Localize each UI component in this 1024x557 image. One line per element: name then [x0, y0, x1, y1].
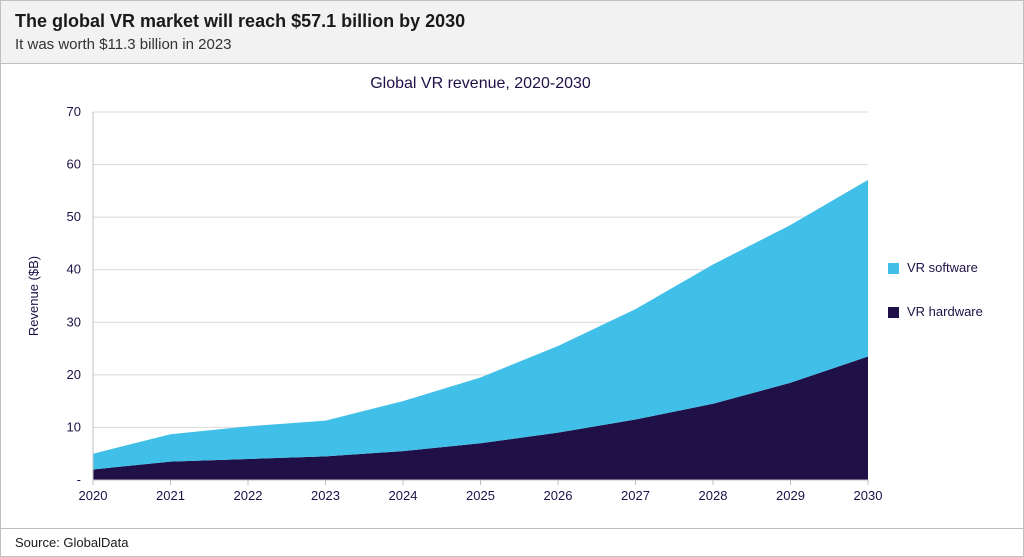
y-tick-label: 10 — [67, 419, 81, 434]
y-tick-label: - — [77, 472, 81, 487]
footer-source: Source: GlobalData — [1, 528, 1023, 556]
header-subtitle: It was worth $11.3 billion in 2023 — [15, 36, 1009, 53]
y-tick-label: 30 — [67, 314, 81, 329]
x-tick-label: 2024 — [389, 488, 418, 503]
x-tick-label: 2020 — [79, 488, 108, 503]
chart-title: Global VR revenue, 2020-2030 — [370, 75, 591, 92]
x-tick-label: 2027 — [621, 488, 650, 503]
header-title: The global VR market will reach $57.1 bi… — [15, 11, 1009, 32]
x-tick-label: 2029 — [776, 488, 805, 503]
y-axis-title: Revenue ($B) — [26, 256, 41, 336]
x-tick-label: 2025 — [466, 488, 495, 503]
y-tick-label: 40 — [67, 262, 81, 277]
legend-label: VR software — [907, 260, 978, 275]
legend-swatch — [888, 307, 899, 318]
x-tick-label: 2022 — [234, 488, 263, 503]
legend-label: VR hardware — [907, 304, 983, 319]
legend-swatch — [888, 263, 899, 274]
x-tick-label: 2026 — [544, 488, 573, 503]
x-tick-label: 2028 — [699, 488, 728, 503]
chart-area: Global VR revenue, 2020-2030-10203040506… — [1, 64, 1023, 528]
y-tick-label: 20 — [67, 367, 81, 382]
x-tick-label: 2023 — [311, 488, 340, 503]
y-tick-label: 70 — [67, 104, 81, 119]
y-tick-label: 60 — [67, 157, 81, 172]
x-tick-label: 2021 — [156, 488, 185, 503]
header: The global VR market will reach $57.1 bi… — [1, 1, 1023, 64]
chart-card: The global VR market will reach $57.1 bi… — [0, 0, 1024, 557]
x-tick-label: 2030 — [854, 488, 883, 503]
y-tick-label: 50 — [67, 209, 81, 224]
area-chart: Global VR revenue, 2020-2030-10203040506… — [1, 64, 1023, 528]
